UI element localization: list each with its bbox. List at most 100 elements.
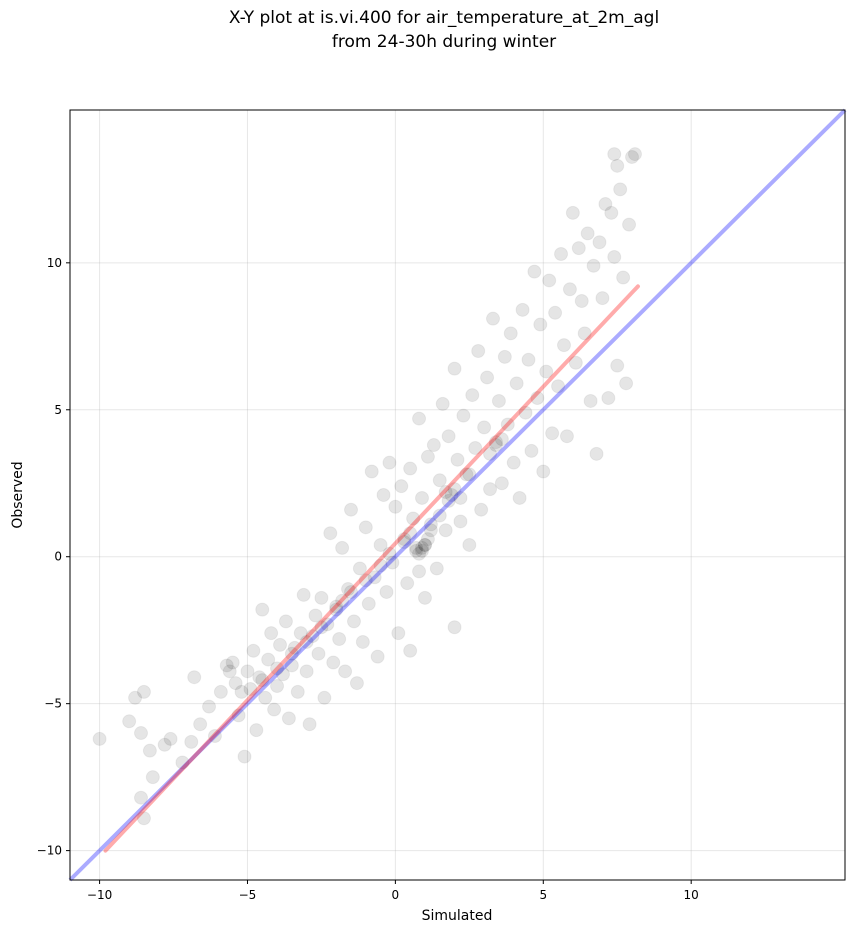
data-point (311, 646, 326, 661)
data-point (267, 702, 282, 717)
data-point (524, 443, 539, 458)
data-point (506, 455, 521, 470)
data-point (255, 602, 270, 617)
data-point (456, 408, 471, 423)
data-point (314, 620, 329, 635)
data-point (228, 676, 243, 691)
data-point (412, 546, 427, 561)
data-point (459, 467, 474, 482)
data-point (447, 482, 462, 497)
data-point (252, 670, 267, 685)
data-point (435, 396, 450, 411)
data-point (382, 455, 397, 470)
data-point (571, 241, 586, 256)
data-point (136, 684, 151, 699)
data-point (225, 655, 240, 670)
data-point (234, 684, 249, 699)
data-point (261, 652, 276, 667)
chart-title-line1: X-Y plot at is.vi.400 for air_temperatur… (229, 8, 659, 28)
data-point (583, 393, 598, 408)
data-point (598, 197, 613, 212)
data-point (219, 658, 234, 673)
data-point (530, 391, 545, 406)
data-point (344, 502, 359, 517)
data-point (554, 247, 569, 262)
data-point (302, 717, 317, 732)
data-point (329, 602, 344, 617)
data-point (358, 573, 373, 588)
data-point (592, 235, 607, 250)
data-point (420, 449, 435, 464)
data-point (627, 147, 642, 162)
data-point (601, 391, 616, 406)
data-point (417, 590, 432, 605)
data-point (273, 637, 288, 652)
y-tick-label: 0 (54, 550, 62, 564)
data-point (406, 511, 421, 526)
data-point (542, 273, 557, 288)
data-point (462, 467, 477, 482)
data-point (142, 743, 157, 758)
data-point (391, 626, 406, 641)
data-point (417, 537, 432, 552)
data-point (92, 731, 107, 746)
data-point (485, 311, 500, 326)
data-point (468, 440, 483, 455)
data-point (429, 561, 444, 576)
data-point (625, 150, 640, 165)
x-tick-label: 0 (392, 888, 400, 902)
data-point (202, 699, 217, 714)
y-axis-ticks: −10 −5 0 5 10 (37, 256, 70, 858)
data-point (284, 646, 299, 661)
data-point (207, 728, 222, 743)
data-point (376, 488, 391, 502)
data-point (270, 661, 285, 676)
data-point (616, 270, 631, 285)
data-point (607, 147, 622, 162)
data-point (488, 435, 503, 450)
data-point (503, 326, 518, 341)
data-point (338, 664, 353, 679)
data-point (397, 535, 412, 550)
data-point (453, 490, 468, 505)
chart-title-line2: from 24-30h during winter (332, 32, 556, 52)
data-point (589, 446, 604, 461)
data-point (246, 643, 261, 658)
reference-lines (68, 108, 847, 882)
data-point (577, 326, 592, 341)
data-point (326, 655, 341, 670)
data-point (512, 490, 527, 505)
data-point (415, 490, 430, 505)
data-point (551, 379, 566, 394)
data-point (586, 258, 601, 273)
data-point (477, 420, 492, 435)
data-point (613, 182, 628, 197)
data-point (243, 681, 258, 696)
data-point (133, 790, 148, 805)
data-point (308, 608, 323, 623)
data-point (175, 755, 190, 770)
data-point (385, 555, 400, 570)
data-point (474, 502, 489, 517)
data-point (533, 317, 548, 332)
x-tick-label: 10 (684, 888, 699, 902)
data-point (483, 446, 498, 461)
data-point (270, 679, 285, 694)
data-point (275, 667, 290, 682)
data-point (346, 614, 361, 629)
data-point (255, 673, 270, 688)
data-point (145, 770, 160, 785)
data-point (335, 593, 350, 608)
data-point (412, 411, 427, 426)
data-point (417, 537, 432, 552)
data-point (488, 438, 503, 453)
x-axis-label: Simulated (422, 908, 493, 924)
data-point (565, 205, 580, 220)
data-point (471, 343, 486, 358)
data-point (329, 599, 344, 614)
data-point (367, 570, 382, 585)
data-point (278, 614, 293, 629)
data-point (426, 438, 441, 453)
data-point (240, 664, 255, 679)
